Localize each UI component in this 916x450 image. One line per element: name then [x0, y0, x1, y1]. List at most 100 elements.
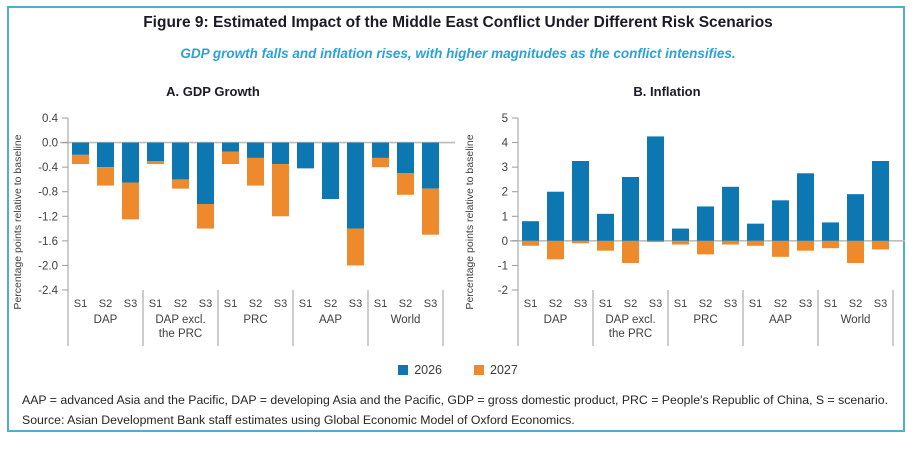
scenario-label: S1 [599, 298, 612, 310]
group-label: DAP excl. [605, 314, 655, 326]
panel-title-inflation: B. Inflation [633, 84, 701, 99]
legend-item-2027: 2027 [474, 363, 518, 377]
panel-title-gdp-growth: A. GDP Growth [166, 84, 260, 99]
figure-title: Figure 9: Estimated Impact of the Middle… [143, 14, 773, 31]
scenario-label: S1 [74, 298, 87, 310]
bar-2027 [747, 240, 764, 246]
bar-2027 [372, 157, 389, 168]
bar-2027 [397, 173, 414, 195]
scenario-label: S3 [574, 298, 587, 310]
group-label: DAP excl. [155, 314, 205, 326]
y-tick-label: -1.6 [38, 236, 58, 248]
y-tick-label: -0.4 [38, 162, 58, 174]
bar-2026 [347, 142, 364, 229]
bar-2027 [872, 240, 889, 250]
y-tick-label: -1.2 [38, 211, 58, 223]
bar-2027 [522, 240, 539, 246]
y-tick-label: 2 [502, 187, 508, 199]
bar-2027 [347, 228, 364, 266]
scenario-label: S3 [874, 298, 887, 310]
group-label: AAP [769, 314, 792, 326]
footnote-abbreviations: AAP = advanced Asia and the Pacific, DAP… [22, 393, 889, 407]
y-tick-label: 4 [502, 138, 509, 150]
footnote-source: Source: Asian Development Bank staff est… [22, 413, 575, 427]
bar-2026 [222, 142, 239, 152]
bar-2027 [197, 204, 214, 229]
bar-2026 [597, 213, 614, 241]
group-label: the PRC [609, 328, 652, 340]
bar-2027 [722, 240, 739, 245]
bar-2027 [597, 240, 614, 251]
bar-2026 [97, 142, 114, 168]
bar-2026 [847, 194, 864, 241]
chart-legend: 2026 2027 [0, 363, 916, 377]
bar-2026 [147, 142, 164, 161]
group-label: World [841, 314, 871, 326]
bar-2026 [747, 223, 764, 241]
bar-2027 [122, 182, 139, 220]
bar-2027 [247, 157, 264, 186]
gdp-growth-chart: 0.4 0.0 -0.4 -0.8 -1.2 -1.6 -2.0 -2.4 S1 S2 S3 DAP S… [12, 113, 455, 346]
bar-2026 [547, 191, 564, 241]
bar-2026 [622, 176, 639, 241]
bar-2027 [672, 240, 689, 245]
bar-2026 [822, 222, 839, 241]
bar-2027 [622, 240, 639, 263]
bar-2027 [772, 240, 789, 257]
bar-2027 [422, 188, 439, 235]
y-tick-label: -2.4 [38, 285, 58, 297]
scenario-label: S2 [549, 298, 562, 310]
scenario-label: S3 [199, 298, 212, 310]
bar-2027 [822, 240, 839, 249]
legend-label-2027: 2027 [490, 363, 518, 377]
scenario-label: S2 [174, 298, 187, 310]
group-label: PRC [693, 314, 717, 326]
bar-2026 [122, 142, 139, 183]
bar-2026 [797, 173, 814, 241]
scenario-label: S2 [699, 298, 712, 310]
bar-2027 [72, 154, 89, 165]
bar-2027 [172, 179, 189, 189]
bar-2026 [522, 221, 539, 241]
scenario-label: S1 [824, 298, 837, 310]
scenario-label: S3 [799, 298, 812, 310]
bar-2026 [772, 200, 789, 241]
scenario-label: S2 [849, 298, 862, 310]
legend-item-2026: 2026 [398, 363, 442, 377]
bar-2026 [322, 142, 339, 200]
bar-2026 [247, 142, 264, 158]
bar-2026 [197, 142, 214, 204]
group-label: DAP [94, 314, 118, 326]
group-label: the PRC [159, 328, 202, 340]
y-tick-label: -2 [498, 285, 508, 297]
group-label: AAP [319, 314, 342, 326]
scenario-label: S2 [624, 298, 637, 310]
scenario-label: S1 [674, 298, 687, 310]
inflation-chart: 5 4 3 2 1 0 -1 -2 S1 S2 S3 DAP S1 S2 S3 DAP excl. the PR… [464, 113, 905, 346]
bar-2026 [722, 186, 739, 241]
y-tick-label: -2.0 [38, 260, 58, 272]
y-tick-label: 0.4 [42, 113, 59, 125]
legend-swatch-2027-icon [474, 365, 484, 375]
bar-2026 [297, 142, 314, 169]
y-tick-label: 0 [502, 236, 508, 248]
bar-2027 [272, 164, 289, 217]
bar-2027 [697, 240, 714, 255]
bar-2026 [697, 206, 714, 241]
group-label: World [391, 314, 421, 326]
y-tick-label: 3 [502, 162, 508, 174]
scenario-label: S3 [649, 298, 662, 310]
scenario-label: S1 [149, 298, 162, 310]
y-tick-label: -1 [498, 260, 508, 272]
scenario-label: S3 [349, 298, 362, 310]
scenario-label: S1 [374, 298, 387, 310]
figure-border [7, 6, 905, 432]
scenario-label: S1 [749, 298, 762, 310]
bar-2027 [847, 240, 864, 263]
bar-2026 [572, 161, 589, 241]
group-label: PRC [243, 314, 267, 326]
bar-2027 [647, 240, 664, 243]
y-tick-label: 1 [502, 211, 508, 223]
bar-2026 [272, 142, 289, 165]
